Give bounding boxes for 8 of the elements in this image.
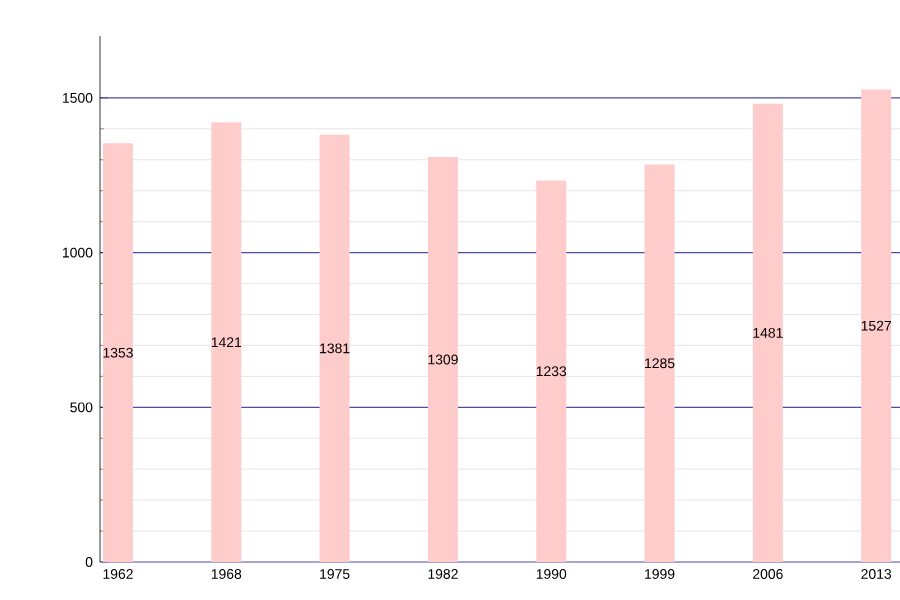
bar [536,180,567,562]
bar [319,134,350,562]
bar [211,122,242,562]
bar [752,103,783,562]
bar [861,89,892,562]
bar [644,164,675,562]
bar [102,143,133,562]
bar [427,156,458,562]
